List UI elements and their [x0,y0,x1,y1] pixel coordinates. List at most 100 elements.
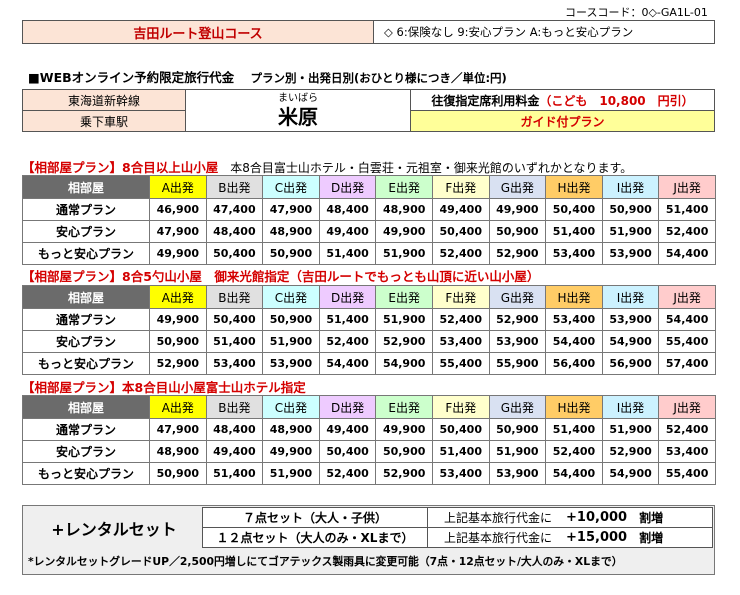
room-header: 相部屋 [22,395,150,419]
price-cell: 49,400 [318,220,377,243]
departure-header: G出発 [488,395,547,419]
price-cell: 49,400 [205,440,264,463]
price-cell: 51,400 [658,198,716,221]
price-cell: 55,900 [488,352,547,375]
price-cell: 49,900 [149,242,207,265]
station-name: 米原 [278,104,318,129]
price-cell: 51,900 [262,330,320,353]
room-header: 相部屋 [22,175,150,199]
price-cell: 47,900 [149,418,207,441]
price-cell: 53,400 [545,242,603,265]
price-cell: 54,400 [658,308,716,331]
price-cell: 56,900 [601,352,660,375]
table-row: 通常プラン 46,900 47,400 47,900 48,400 48,900 49,40… [22,198,716,221]
price-cell: 50,900 [375,440,433,463]
seat-fare-box: 往復指定席利用料金 （こども 10,800 円引） [410,89,715,111]
price-cell: 53,400 [658,440,716,463]
price-table-2: 相部屋 A出発 B出発 C出発 D出発 E出発 F出発 G出発 H出発 I出発 … [22,285,716,375]
departure-header: F出発 [431,175,490,199]
rental-set7: ７点セット（大人・子供） [202,507,428,528]
price-cell: 51,400 [545,220,603,243]
departure-header: F出発 [431,395,490,419]
table-row: もっと安心プラン 52,900 53,400 53,900 54,400 54,900 55… [22,352,716,375]
price-cell: 48,900 [262,418,320,441]
departure-header: A出発 [149,285,207,309]
price-cell: 54,900 [601,330,660,353]
departure-header: I出発 [601,175,660,199]
table-row: もっと安心プラン 50,900 51,400 51,900 52,400 52,900 53… [22,462,716,485]
plan-label: 安心プラン [22,330,150,353]
price-cell: 51,900 [375,242,433,265]
price-table-1: 相部屋 A出発 B出発 C出発 D出発 E出発 F出発 G出発 H出発 I出発 … [22,175,716,265]
price-cell: 50,400 [545,198,603,221]
price-cell: 48,900 [375,198,433,221]
price-cell: 53,900 [601,308,660,331]
departure-header: D出発 [318,175,377,199]
price-cell: 51,400 [431,440,490,463]
price-cell: 52,900 [488,242,547,265]
price-cell: 53,900 [262,352,320,375]
price-cell: 54,900 [601,462,660,485]
price-cell: 52,900 [375,462,433,485]
rental-surcharge-7: 上記基本旅行代金に +10,000 割増 [427,507,713,528]
price-cell: 53,900 [488,330,547,353]
departure-header: H出発 [545,395,603,419]
plan-label: 通常プラン [22,198,150,221]
rental-surcharge-12: 上記基本旅行代金に +15,000 割増 [427,527,713,548]
price-cell: 52,900 [149,352,207,375]
price-cell: 47,400 [205,198,264,221]
section-2-title: 【相部屋プラン】8合5勺山小屋 御来光館指定（吉田ルートでもっとも山頂に近い山小… [22,269,540,284]
price-cell: 48,400 [318,198,377,221]
legend-note: ◇ 6:保険なし 9:安心プラン A:もっと安心プラン [384,25,634,39]
price-cell: 52,400 [431,308,490,331]
station-furigana: まいばら [278,92,318,104]
rental-set12: １２点セット（大人のみ・XLまで） [202,527,428,548]
rental-note: *レンタルセットグレードUP／2,500円増しにてゴアテックス製雨具に変更可能（… [28,555,623,568]
price-cell: 47,900 [262,198,320,221]
table-header-row: 相部屋 A出発 B出発 C出発 D出発 E出発 F出発 G出発 H出発 I出発 … [22,175,716,199]
plan-label: もっと安心プラン [22,462,150,485]
departure-header: H出発 [545,175,603,199]
departure-header: E出発 [375,175,433,199]
price-cell: 52,900 [488,308,547,331]
price-cell: 49,900 [149,308,207,331]
departure-header: B出発 [205,175,264,199]
table-header-row: 相部屋 A出発 B出発 C出発 D出発 E出発 F出発 G出発 H出発 I出発 … [22,395,716,419]
price-cell: 51,900 [262,462,320,485]
price-cell: 48,900 [262,220,320,243]
price-cell: 49,400 [431,198,490,221]
departure-header: J出発 [658,395,716,419]
departure-header: B出発 [205,285,264,309]
price-cell: 52,400 [545,440,603,463]
table-row: もっと安心プラン 49,900 50,400 50,900 51,400 51,900 52… [22,242,716,265]
departure-header: J出発 [658,175,716,199]
price-cell: 49,400 [318,418,377,441]
room-header: 相部屋 [22,285,150,309]
price-cell: 54,400 [545,462,603,485]
price-cell: 47,900 [149,220,207,243]
price-cell: 55,400 [658,330,716,353]
price-cell: 54,900 [375,352,433,375]
departure-header: B出発 [205,395,264,419]
departure-header: J出発 [658,285,716,309]
departure-header: A出発 [149,395,207,419]
departure-header: C出発 [262,175,320,199]
price-cell: 50,400 [431,418,490,441]
price-cell: 53,400 [545,308,603,331]
price-cell: 51,900 [601,220,660,243]
price-cell: 53,400 [431,330,490,353]
departure-header: C出発 [262,285,320,309]
guide-plan: ガイド付プラン [410,110,715,132]
station-name-box: まいばら 米原 [185,89,411,132]
price-cell: 48,900 [149,440,207,463]
price-cell: 51,400 [205,330,264,353]
price-cell: 54,400 [318,352,377,375]
price-cell: 51,400 [545,418,603,441]
departure-header: H出発 [545,285,603,309]
price-cell: 52,400 [318,330,377,353]
price-cell: 48,400 [205,418,264,441]
departure-header: A出発 [149,175,207,199]
departure-header: I出発 [601,285,660,309]
price-cell: 57,400 [658,352,716,375]
line-label: 東海道新幹線 [22,89,186,111]
